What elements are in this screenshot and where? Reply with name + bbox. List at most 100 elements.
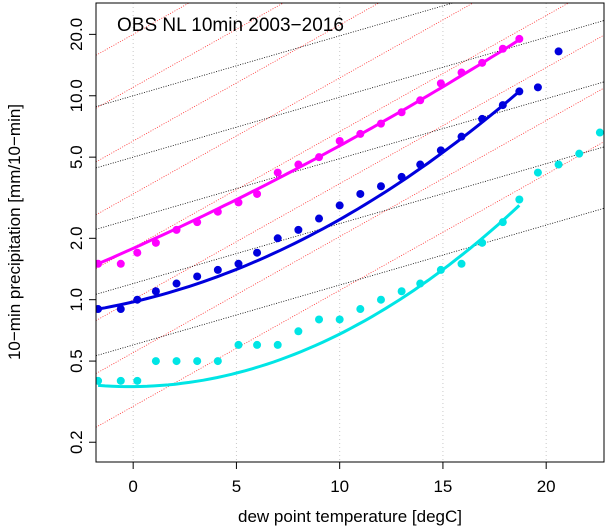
red-reference-line: [96, 141, 604, 428]
data-point: [133, 295, 142, 304]
data-point: [416, 160, 425, 169]
data-point: [116, 259, 125, 268]
data-point: [478, 114, 487, 123]
data-point: [253, 248, 262, 257]
y-tick-label: 2.0: [67, 226, 86, 250]
data-point: [133, 376, 142, 385]
data-point: [213, 207, 222, 216]
fit-curve: [97, 38, 521, 266]
black-reference-line: [96, 3, 455, 107]
data-point: [96, 376, 103, 385]
x-tick-label: 10: [330, 477, 349, 496]
black-reference-line: [96, 81, 604, 230]
x-tick-label: 0: [128, 477, 137, 496]
data-point: [515, 87, 524, 96]
data-point: [498, 101, 507, 110]
y-tick-label: 20.0: [67, 18, 86, 51]
data-point: [478, 58, 487, 67]
red-reference-line: [96, 87, 604, 374]
data-point: [498, 218, 507, 227]
data-point: [554, 160, 563, 169]
data-point: [416, 96, 425, 105]
black-reference-line: [96, 20, 604, 169]
data-point: [294, 160, 303, 169]
data-point: [116, 305, 125, 314]
data-point: [213, 265, 222, 274]
data-point: [515, 34, 524, 43]
data-point: [376, 119, 385, 128]
x-tick-label: 20: [537, 477, 556, 496]
red-reference-line: [96, 34, 604, 321]
data-point: [457, 132, 466, 141]
fit-curve: [97, 90, 521, 311]
data-point: [253, 189, 262, 198]
x-tick-label: 5: [232, 477, 241, 496]
data-point: [116, 376, 125, 385]
y-tick-label: 1.0: [67, 288, 86, 312]
fit-curve: [97, 204, 521, 389]
plot-frame: [95, 2, 605, 463]
data-points: [96, 34, 604, 385]
data-point: [315, 315, 324, 324]
data-point: [554, 47, 563, 56]
data-point: [273, 168, 282, 177]
data-point: [356, 189, 365, 198]
y-tick-label: 0.5: [67, 349, 86, 373]
data-point: [397, 108, 406, 117]
data-point: [213, 357, 222, 366]
data-point: [376, 182, 385, 191]
data-point: [172, 225, 181, 234]
y-tick-label: 10.0: [67, 79, 86, 112]
chart-title: OBS NL 10min 2003−2016: [117, 15, 344, 36]
y-tick-label: 0.2: [67, 430, 86, 454]
data-point: [416, 279, 425, 288]
black-reference-line: [96, 146, 604, 295]
data-point: [151, 357, 160, 366]
data-point: [133, 248, 142, 257]
data-point: [294, 225, 303, 234]
data-point: [533, 168, 542, 177]
data-point: [151, 287, 160, 296]
y-axis-label: 10−min precipitation [mm/10−min]: [5, 104, 24, 360]
data-point: [595, 128, 604, 137]
data-point: [193, 218, 202, 227]
data-point: [193, 272, 202, 281]
data-point: [436, 265, 445, 274]
y-axis: 0.2 0.5 1.0 2.0 5.0 10.0 20.0: [67, 18, 96, 454]
data-point: [151, 238, 160, 247]
data-point: [193, 357, 202, 366]
data-point: [315, 214, 324, 223]
data-point: [234, 340, 243, 349]
data-point: [172, 279, 181, 288]
data-point: [457, 68, 466, 77]
vertical-grid: [132, 3, 547, 462]
data-point: [376, 295, 385, 304]
x-axis-label: dew point temperature [degC]: [238, 507, 462, 526]
x-axis: 0 5 10 15 20: [128, 462, 556, 496]
data-point: [436, 79, 445, 88]
data-point: [273, 234, 282, 243]
data-point: [234, 198, 243, 207]
data-point: [172, 357, 181, 366]
data-point: [575, 149, 584, 158]
data-point: [253, 340, 262, 349]
data-point: [335, 137, 344, 146]
data-point: [356, 129, 365, 138]
data-point: [96, 305, 103, 314]
data-point: [234, 259, 243, 268]
data-point: [436, 146, 445, 155]
data-point: [397, 172, 406, 181]
data-point: [498, 44, 507, 53]
y-tick-label: 5.0: [67, 145, 86, 169]
reference-lines: [96, 3, 604, 428]
data-point: [457, 259, 466, 268]
data-point: [397, 287, 406, 296]
data-point: [515, 195, 524, 204]
data-point: [96, 259, 103, 268]
data-point: [335, 315, 344, 324]
black-reference-line: [96, 207, 604, 357]
fit-curves: [97, 38, 521, 389]
data-point: [335, 201, 344, 210]
x-tick-label: 15: [433, 477, 452, 496]
